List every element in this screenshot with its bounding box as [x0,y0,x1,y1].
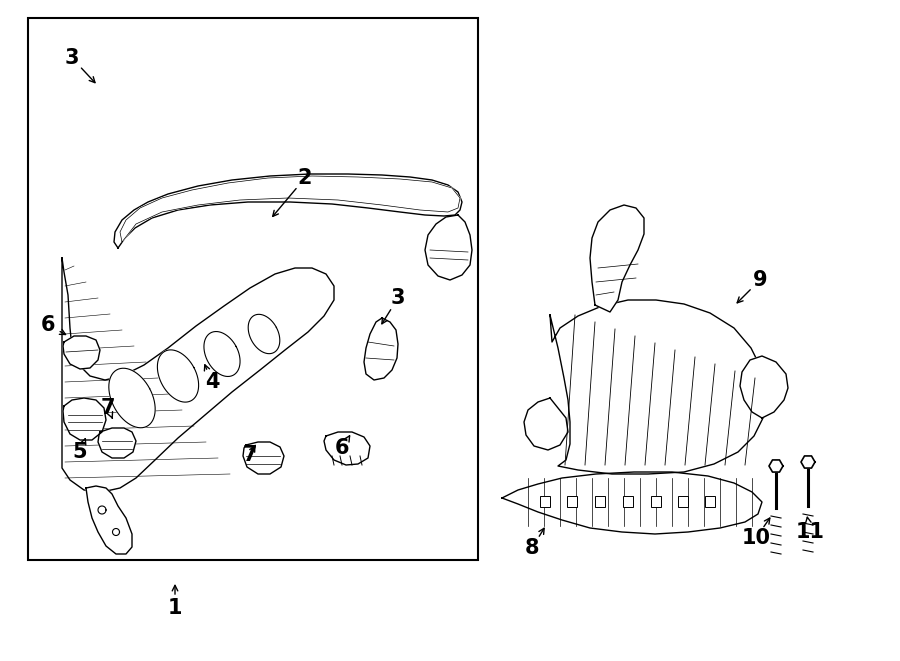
Bar [651,496,661,507]
Polygon shape [158,350,199,402]
Polygon shape [98,506,106,514]
Polygon shape [98,428,136,458]
Polygon shape [112,529,120,535]
Polygon shape [801,456,815,468]
Polygon shape [63,398,106,440]
Polygon shape [86,486,132,554]
Polygon shape [248,315,280,354]
Text: 1: 1 [167,598,182,618]
Polygon shape [324,432,370,465]
Polygon shape [114,174,462,248]
Polygon shape [109,368,155,428]
Text: 11: 11 [796,522,824,542]
Polygon shape [243,442,284,474]
Polygon shape [425,215,472,280]
Polygon shape [740,356,788,418]
Polygon shape [120,176,460,242]
Polygon shape [63,336,100,369]
Polygon shape [769,460,783,472]
Polygon shape [550,300,766,474]
Text: 4: 4 [205,372,220,392]
Bar [678,496,688,507]
Polygon shape [502,472,762,534]
Polygon shape [364,318,398,380]
Polygon shape [524,398,568,450]
Text: 5: 5 [73,442,87,462]
Polygon shape [590,205,644,312]
Text: 3: 3 [391,288,405,308]
Text: 7: 7 [243,445,257,465]
Bar [28,18,478,560]
Polygon shape [62,258,334,492]
Polygon shape [204,332,240,377]
Bar [623,496,633,507]
Bar [595,496,605,507]
Text: 6: 6 [40,315,55,335]
Bar [567,496,577,507]
Text: 2: 2 [298,168,312,188]
Text: 6: 6 [335,438,349,458]
Text: 9: 9 [752,270,768,290]
Bar [540,496,550,507]
Text: 8: 8 [525,538,539,558]
Text: 7: 7 [101,398,115,418]
Bar [705,496,715,507]
Text: 10: 10 [742,528,770,548]
Text: 3: 3 [65,48,79,68]
